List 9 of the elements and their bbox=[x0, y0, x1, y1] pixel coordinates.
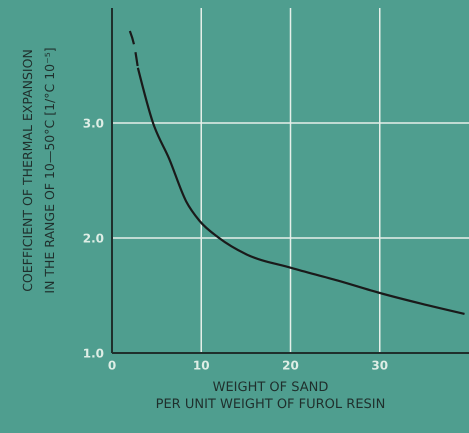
x-tick-label: 0 bbox=[108, 358, 116, 373]
x-axis-title: WEIGHT OF SAND PER UNIT WEIGHT OF FUROL RESIN bbox=[156, 380, 386, 412]
y-tick-label: 3.0 bbox=[82, 116, 104, 130]
x-tick-label: 20 bbox=[282, 358, 299, 373]
y-tick-label: 1.0 bbox=[82, 346, 104, 360]
y-axis-title: COEFFICIENT OF THERMAL EXPANSION IN THE RANGE OF 10—50°C [1/°C 10⁻⁵] bbox=[20, 47, 57, 294]
x-tick-label: 30 bbox=[371, 358, 388, 373]
x-tick-label: 10 bbox=[192, 358, 210, 373]
y-tick-label: 2.0 bbox=[82, 231, 104, 246]
